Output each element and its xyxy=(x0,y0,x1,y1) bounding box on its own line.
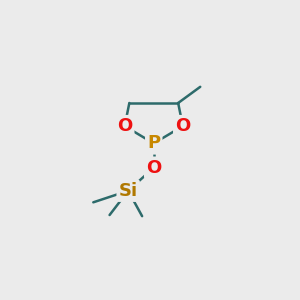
Text: O: O xyxy=(146,159,161,177)
Text: Si: Si xyxy=(118,182,138,200)
Text: O: O xyxy=(175,117,190,135)
Text: O: O xyxy=(117,117,132,135)
Text: P: P xyxy=(147,134,160,152)
